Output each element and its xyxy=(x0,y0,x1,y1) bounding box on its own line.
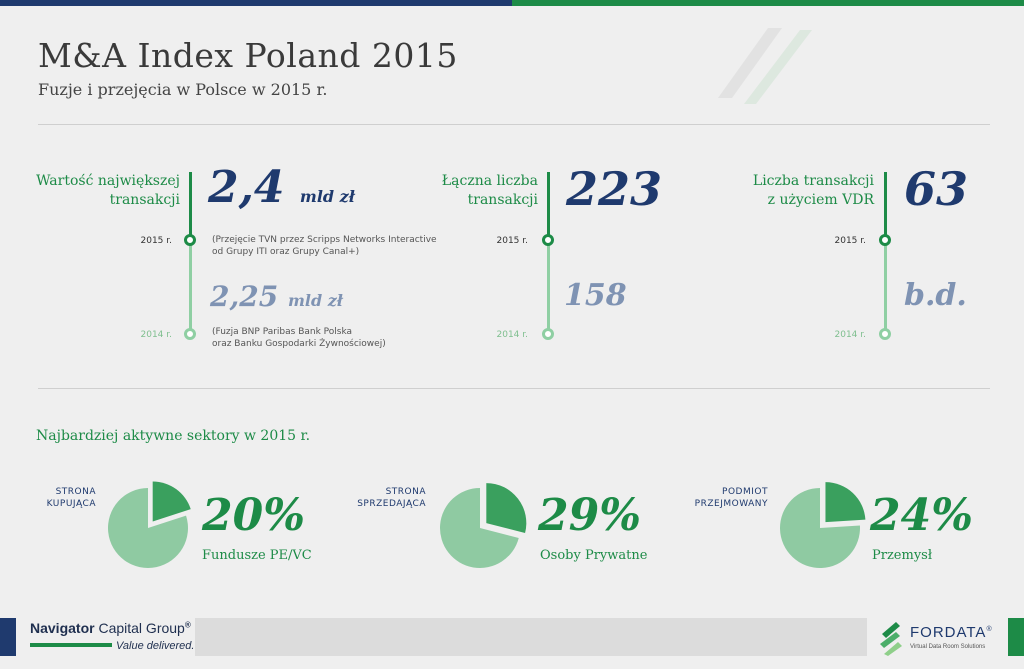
stat-label-line: z użyciem VDR xyxy=(767,192,874,208)
timeline-line-current xyxy=(884,172,887,240)
navigator-tagline: Value delivered. xyxy=(116,640,195,652)
sector-percent-seller: 29% xyxy=(538,490,642,541)
timeline-dot-2014 xyxy=(542,328,554,340)
note-line: od Grupy ITI oraz Grupy Canal+) xyxy=(212,247,360,257)
stat-label-line: Łączna liczba xyxy=(441,173,538,189)
stat-value-vdr-deals-2014: b.d. xyxy=(904,278,967,313)
stat-label-line: Liczba transakcji xyxy=(752,173,874,189)
stat-value-largest-deal-2015: 2,4 mld zł xyxy=(208,162,355,213)
stat-unit: mld zł xyxy=(299,187,355,206)
note-line: (Przejęcie TVN przez Scripps Networks In… xyxy=(212,235,437,245)
stat-value-total-deals-2015: 223 xyxy=(566,162,663,216)
navigator-name-light: Capital Group xyxy=(94,620,185,636)
stat-value: 2,4 xyxy=(208,162,285,213)
timeline-line-current xyxy=(189,172,192,240)
timeline-dot-2015 xyxy=(184,234,196,246)
sector-label-buyer: STRONA KUPUJĄCA xyxy=(20,486,96,510)
footer-accent-navy xyxy=(0,618,16,656)
sector-pie-seller xyxy=(440,483,527,568)
sector-pie-target xyxy=(780,482,866,568)
stat-unit: mld zł xyxy=(287,291,343,310)
timeline-line-prev xyxy=(189,240,192,334)
stat-note-2014: (Fuzja BNP Paribas Bank Polska oraz Bank… xyxy=(212,326,386,350)
sector-label-line: PODMIOT xyxy=(722,487,768,497)
year-label-2015: 2015 r. xyxy=(834,236,867,246)
timeline-line-prev xyxy=(547,240,550,334)
navigator-rule xyxy=(30,642,112,647)
navigator-reg-mark: ® xyxy=(184,620,191,630)
pie-slice-highlight xyxy=(152,481,191,522)
fordata-leaf-icon xyxy=(880,622,902,656)
stat-note-2015: (Przejęcie TVN przez Scripps Networks In… xyxy=(212,234,437,258)
sectors-title: Najbardziej aktywne sektory w 2015 r. xyxy=(36,428,311,444)
fordata-logo: FORDATA® Virtual Data Room Solutions xyxy=(876,618,1006,658)
year-label-2014: 2014 r. xyxy=(496,330,529,340)
stat-value-total-deals-2014: 158 xyxy=(564,278,627,313)
stat-value: 2,25 xyxy=(210,280,279,313)
stat-label-largest-deal: Wartość największej transakcji xyxy=(30,172,180,210)
timeline-dot-2015 xyxy=(542,234,554,246)
navigator-logo: Navigator Capital Group® Value delivered… xyxy=(30,620,194,654)
note-line: oraz Banku Gospodarki Żywnościowej) xyxy=(212,339,386,349)
divider-top xyxy=(38,124,990,125)
top-accent-bar-green xyxy=(512,0,1024,6)
year-label-2014: 2014 r. xyxy=(140,330,173,340)
sector-pie-buyer xyxy=(108,481,191,568)
fordata-reg-mark: ® xyxy=(986,626,993,633)
stat-value-vdr-deals-2015: 63 xyxy=(904,162,969,216)
divider-middle xyxy=(38,388,990,389)
sector-label-target: PODMIOT PRZEJMOWANY xyxy=(668,486,768,510)
fordata-wordmark: FORDATA® xyxy=(910,624,993,641)
year-label-2015: 2015 r. xyxy=(140,236,173,246)
sector-label-line: PRZEJMOWANY xyxy=(694,499,768,509)
stat-label-line: Wartość największej xyxy=(36,173,180,189)
decorative-stripes xyxy=(718,28,812,104)
year-label-2014: 2014 r. xyxy=(834,330,867,340)
pie-slice-highlight xyxy=(486,483,527,534)
sector-name-seller: Osoby Prywatne xyxy=(540,548,648,563)
sector-name-buyer: Fundusze PE/VC xyxy=(202,548,312,563)
timeline-dot-2015 xyxy=(879,234,891,246)
fordata-tagline: Virtual Data Room Solutions xyxy=(910,644,986,650)
sector-name-target: Przemysł xyxy=(872,548,933,563)
stat-label-line: transakcji xyxy=(109,192,180,208)
navigator-wordmark: Navigator Capital Group® xyxy=(30,620,194,636)
timeline-line-prev xyxy=(884,240,887,334)
timeline-dot-2014 xyxy=(879,328,891,340)
year-label-2015: 2015 r. xyxy=(496,236,529,246)
footer-accent-green xyxy=(1008,618,1024,656)
sector-percent-target: 24% xyxy=(870,490,974,541)
timeline-dot-2014 xyxy=(184,328,196,340)
stat-label-total-deals: Łączna liczba transakcji xyxy=(390,172,538,210)
pie-slice-rest xyxy=(780,488,860,568)
sector-label-seller: STRONA SPRZEDAJĄCA xyxy=(330,486,426,510)
fordata-name: FORDATA xyxy=(910,624,987,641)
page-subtitle: Fuzje i przejęcia w Polsce w 2015 r. xyxy=(38,80,328,99)
sector-label-line: STRONA xyxy=(385,487,426,497)
sector-label-line: SPRZEDAJĄCA xyxy=(357,499,426,509)
sector-percent-buyer: 20% xyxy=(202,490,306,541)
footer-bar xyxy=(195,618,867,656)
pie-slice-highlight xyxy=(825,482,866,523)
page-title: M&A Index Poland 2015 xyxy=(38,36,458,75)
sector-label-line: KUPUJĄCA xyxy=(46,499,96,509)
top-accent-bar-navy xyxy=(0,0,512,6)
navigator-name-bold: Navigator xyxy=(30,620,95,636)
pie-slice-rest xyxy=(440,488,519,568)
sector-label-line: STRONA xyxy=(55,487,96,497)
timeline-line-current xyxy=(547,172,550,240)
stat-label-vdr-deals: Liczba transakcji z użyciem VDR xyxy=(724,172,874,210)
stat-label-line: transakcji xyxy=(467,192,538,208)
stat-value-largest-deal-2014: 2,25 mld zł xyxy=(210,280,343,313)
note-line: (Fuzja BNP Paribas Bank Polska xyxy=(212,327,353,337)
pie-slice-rest xyxy=(108,488,188,568)
